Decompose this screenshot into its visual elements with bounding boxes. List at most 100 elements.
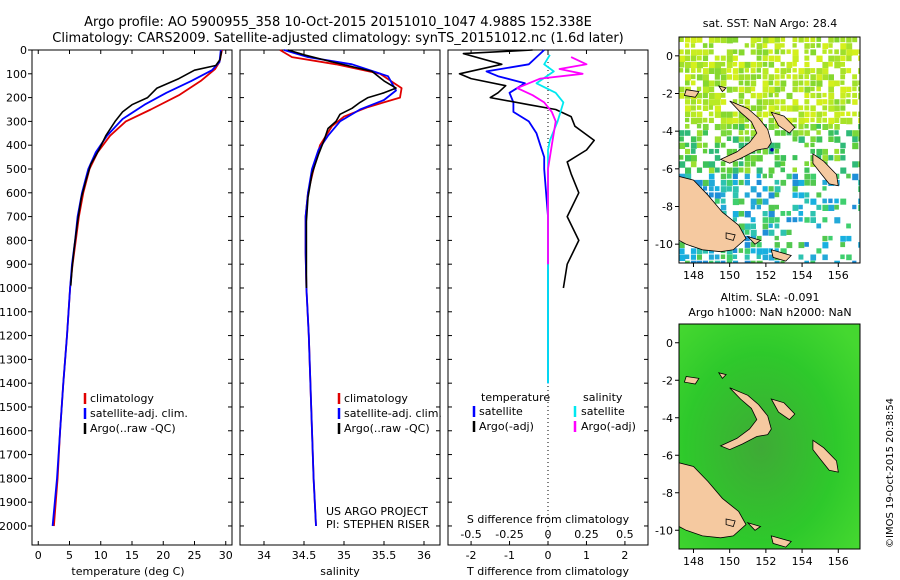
sst-cell <box>690 136 697 143</box>
sst-cell <box>840 61 845 67</box>
sst-cell <box>714 198 720 204</box>
sst-cell <box>708 161 716 168</box>
temperature-legend: climatology satellite-adj. clim. Argo(..… <box>83 392 188 435</box>
sst-cell <box>696 142 702 148</box>
sst-cell <box>762 61 768 67</box>
sst-cell <box>816 37 822 42</box>
s-diff-tick-label: 0.5 <box>616 528 634 541</box>
sst-cell <box>774 55 781 62</box>
sst-cell <box>768 217 775 224</box>
sst-cell <box>744 68 749 73</box>
sst-cell <box>738 130 744 135</box>
sst-cell <box>756 111 762 117</box>
sst-cell <box>804 217 810 223</box>
sst-cell <box>810 142 815 148</box>
sst-cell <box>834 99 840 105</box>
sst-cell <box>750 204 756 210</box>
sst-cell <box>685 43 690 48</box>
sst-cell <box>792 80 798 87</box>
sst-cell <box>822 105 828 111</box>
sst-cell <box>774 105 780 111</box>
sst-cell <box>840 142 846 149</box>
sst-cell <box>792 130 799 137</box>
sst-cell <box>690 61 697 69</box>
sst-cell <box>792 61 797 67</box>
sst-cell <box>738 61 745 69</box>
sst-cell <box>702 61 708 68</box>
sst-cell <box>732 49 738 54</box>
sst-cell <box>726 74 732 80</box>
sst-cell <box>828 61 833 67</box>
sst-cell <box>852 142 859 150</box>
sst-cell <box>816 43 821 48</box>
sst-cell <box>858 92 860 100</box>
sst-cell <box>780 260 785 263</box>
sst-cell <box>768 55 775 62</box>
sst-cell <box>756 167 763 174</box>
series-line-satellite-adj-clim- <box>283 49 397 527</box>
sst-cell <box>804 124 809 129</box>
sla-map-ticks: 148 150 152 154 156 0 -2 -4 -6 -8 -10 <box>655 337 849 568</box>
sst-cell <box>702 92 708 99</box>
sst-cell <box>810 254 817 261</box>
sst-cell <box>750 61 757 68</box>
sst-cell <box>696 248 703 255</box>
sst-cell <box>738 198 745 205</box>
sst-cell <box>690 99 696 105</box>
map-lat-label: 0 <box>666 50 673 63</box>
sst-cell <box>846 68 852 74</box>
sst-cell <box>786 229 792 235</box>
sst-land <box>679 85 839 262</box>
land-polygon <box>679 175 747 253</box>
sst-cell <box>804 43 810 49</box>
series-line-climatology <box>53 49 223 527</box>
sst-cell <box>840 92 846 99</box>
sst-cell <box>840 155 846 161</box>
sst-cell <box>768 167 775 174</box>
sst-cell <box>774 186 781 193</box>
sst-cell <box>708 186 714 192</box>
sst-cell <box>750 80 757 87</box>
sst-cell <box>744 99 750 105</box>
sst-cell <box>852 260 857 263</box>
sst-cell <box>720 260 726 263</box>
sst-cell <box>816 111 823 118</box>
sst-cell <box>750 86 756 92</box>
land-polygon <box>746 521 762 531</box>
difference-legend: temperature salinity satellite Argo(-adj… <box>472 391 636 433</box>
salinity-xtick-label: 35.5 <box>372 549 397 562</box>
sst-cell <box>756 43 763 50</box>
sst-cell <box>822 111 827 117</box>
sst-cell <box>780 61 785 67</box>
sst-cell <box>696 117 703 124</box>
sst-cell <box>792 74 798 80</box>
sst-cell <box>858 242 860 248</box>
sst-cell <box>810 68 816 74</box>
sst-cell <box>768 80 774 86</box>
sst-cell <box>810 86 815 92</box>
sst-cell <box>714 260 721 263</box>
sst-cell <box>774 217 780 223</box>
sst-cell <box>822 43 829 50</box>
sst-cell <box>780 43 785 48</box>
sst-cell <box>786 173 792 180</box>
sst-map-title: sat. SST: NaN Argo: 28.4 <box>703 17 837 30</box>
sst-cell <box>774 80 780 86</box>
sst-cell <box>858 198 860 204</box>
sst-cell <box>810 74 816 80</box>
sst-cell <box>762 186 768 192</box>
sst-cell <box>816 86 821 92</box>
sst-cell <box>852 136 858 143</box>
sst-cell <box>702 99 709 105</box>
sst-cell <box>708 148 714 154</box>
depth-tick-label: 400 <box>6 139 27 152</box>
sla-map-subtitle: Argo h1000: NaN h2000: NaN <box>688 306 851 319</box>
sst-cell <box>816 136 823 143</box>
sst-cell <box>690 254 696 260</box>
map-lat-label: -10 <box>655 524 673 537</box>
sst-cell <box>852 173 859 181</box>
depth-tick-label: 700 <box>6 211 27 224</box>
sst-cell <box>810 92 816 99</box>
sst-cell <box>732 260 739 263</box>
sst-cell <box>804 173 811 180</box>
